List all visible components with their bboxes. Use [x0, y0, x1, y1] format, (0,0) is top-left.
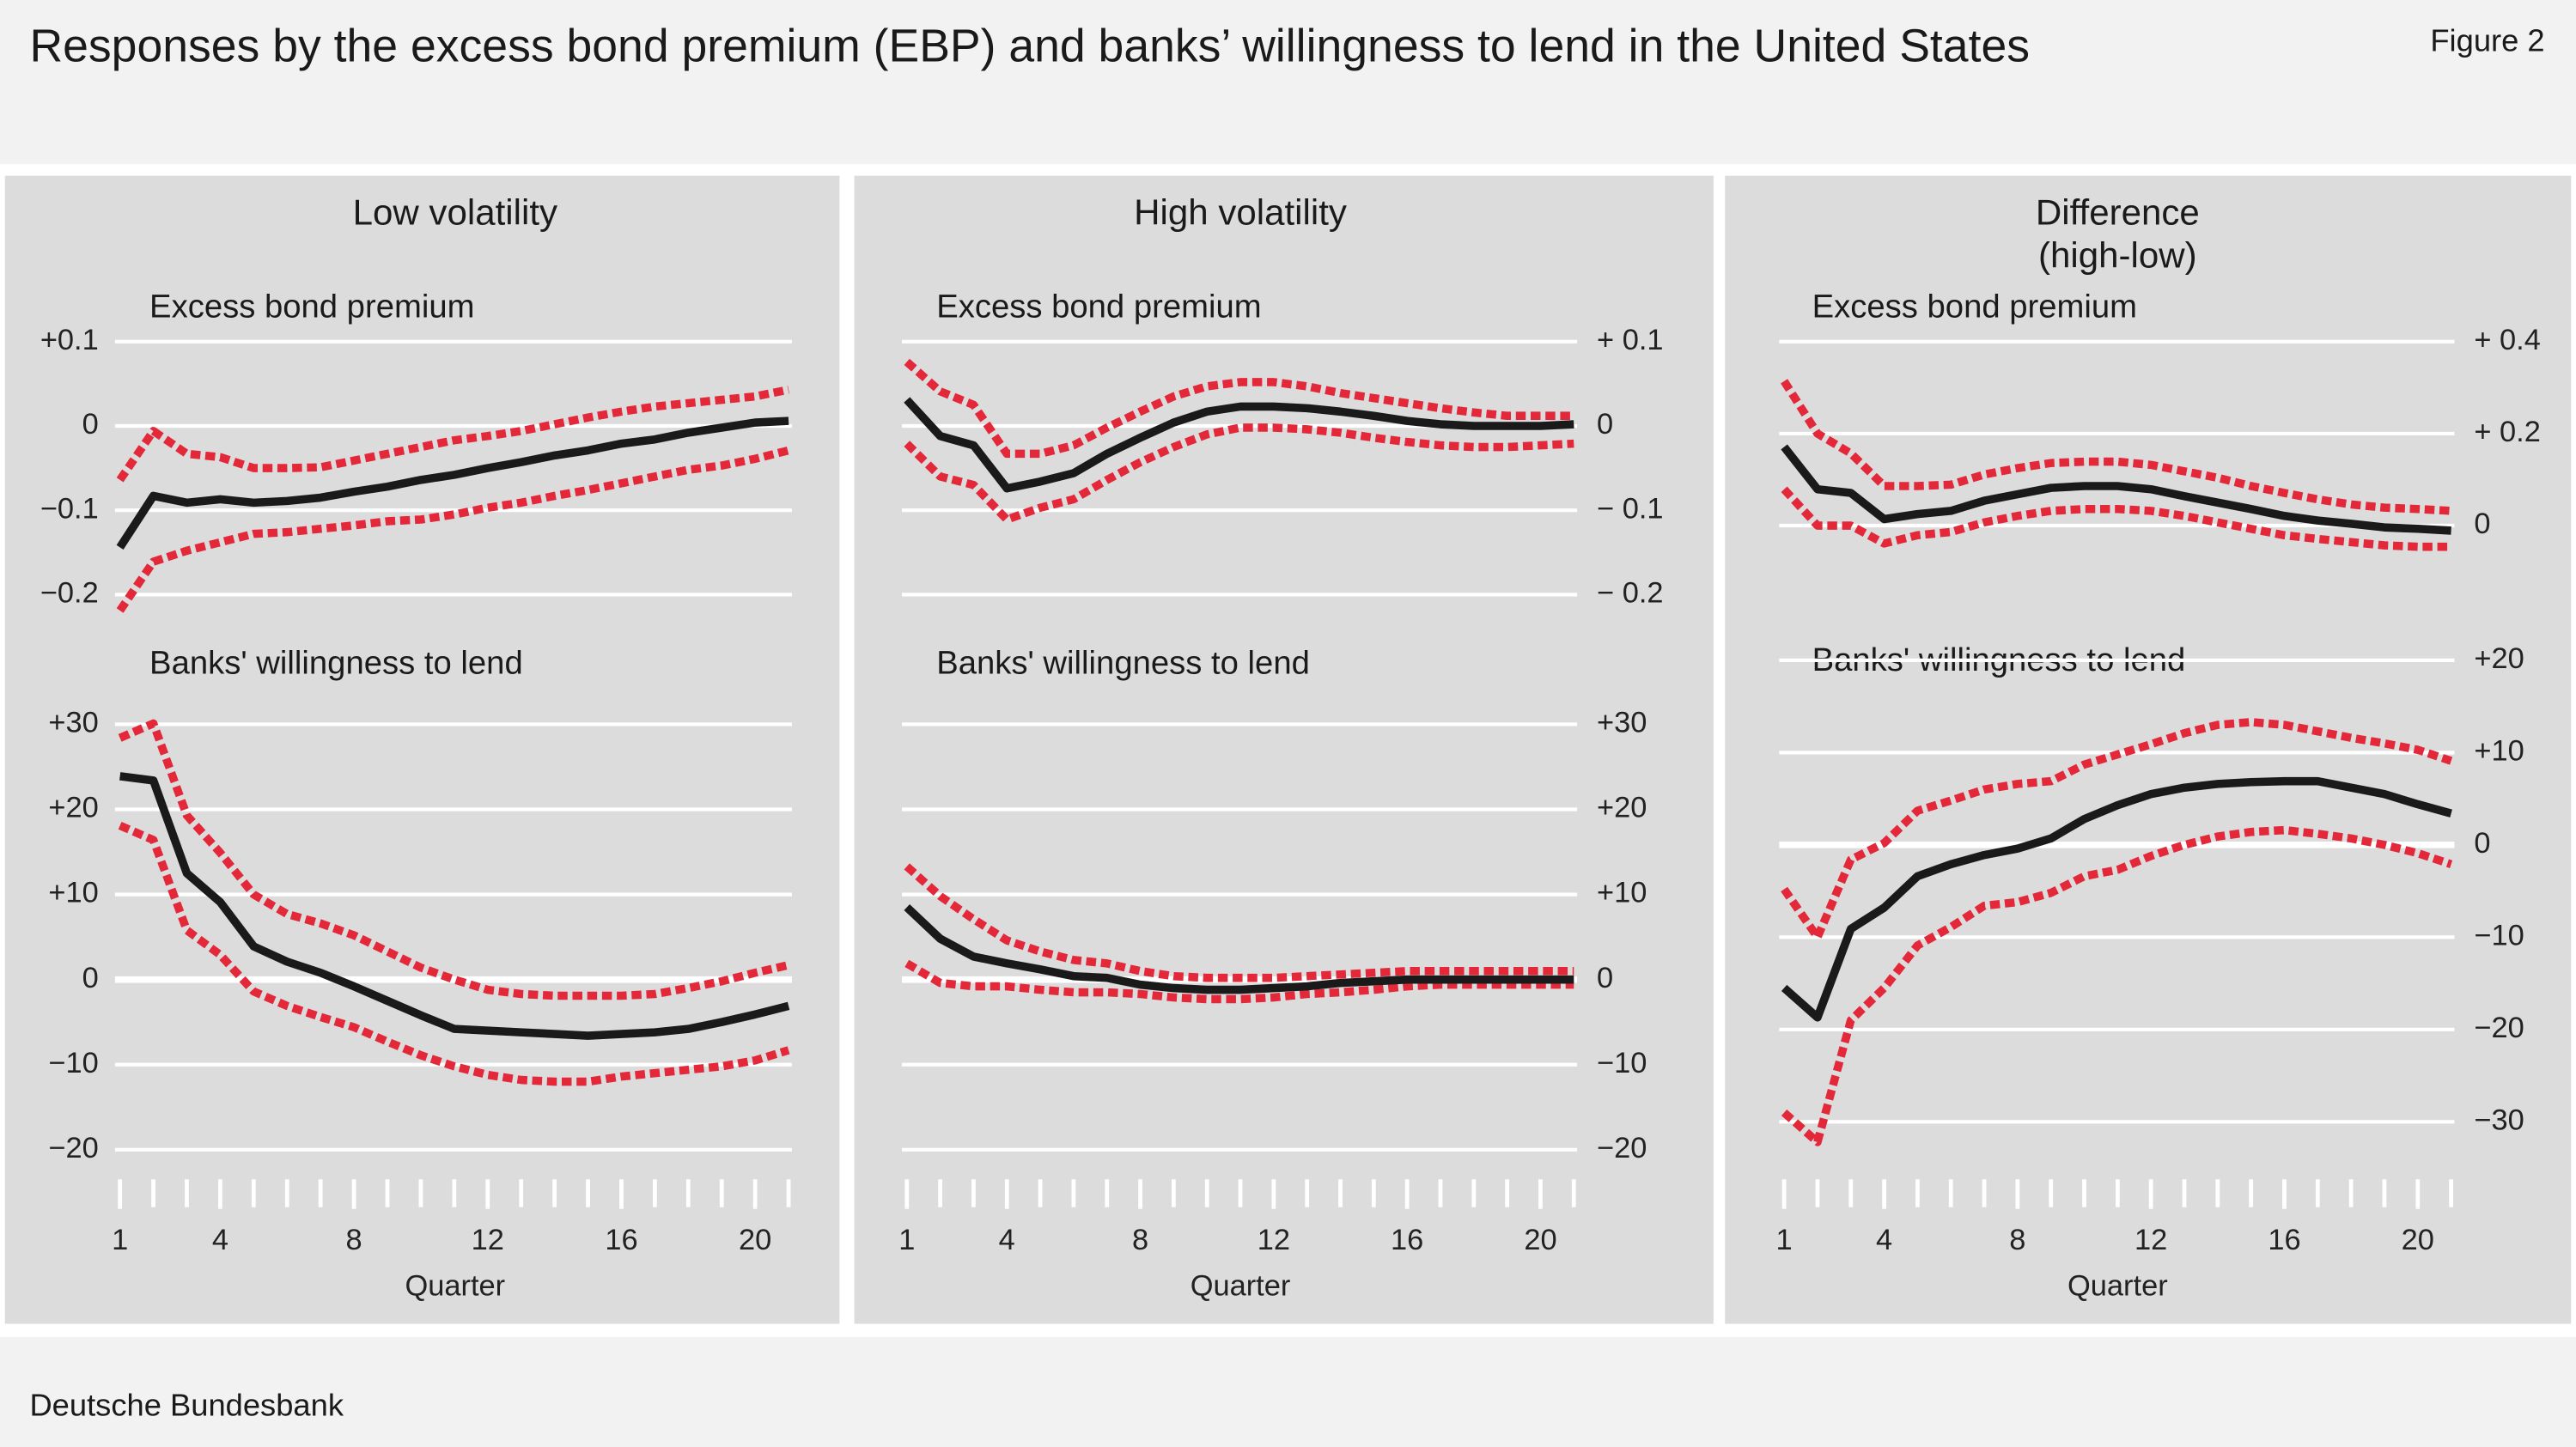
y-tick-label: +20 [1597, 792, 1647, 824]
x-axis-label: Quarter [405, 1270, 505, 1303]
confidence-band [118, 821, 790, 1086]
source: Deutsche Bundesbank [29, 1388, 344, 1423]
y-tick-label: + 0.1 [1597, 324, 1663, 356]
subtitle: Excess bond premium [936, 289, 1261, 325]
y-tick-label: −20 [48, 1132, 98, 1164]
x-tick-label: 20 [2402, 1224, 2434, 1256]
subtitle: Excess bond premium [1812, 289, 2137, 325]
y-tick-label: − 0.1 [1597, 492, 1663, 525]
x-tick-label: 20 [739, 1224, 771, 1256]
x-tick-label: 16 [1391, 1224, 1423, 1256]
y-tick-label: +10 [1597, 877, 1647, 909]
figure-title: Responses by the excess bond premium (EB… [29, 21, 2030, 72]
y-tick-label: +20 [2474, 642, 2524, 675]
x-tick-label: 8 [346, 1224, 362, 1256]
y-tick-label: 0 [2474, 827, 2490, 860]
estimate-line [116, 416, 789, 550]
confidence-band [904, 358, 1574, 459]
y-tick-label: +30 [1597, 707, 1647, 739]
y-tick-label: −10 [2474, 919, 2524, 951]
x-tick-label: 8 [1132, 1224, 1148, 1256]
x-tick-label: 12 [2134, 1224, 2167, 1256]
subtitle: Banks' willingness to lend [936, 645, 1310, 682]
y-tick-label: −10 [1597, 1047, 1647, 1079]
y-tick-label: 0 [82, 408, 99, 441]
x-axis-label: Quarter [2067, 1270, 2168, 1303]
y-tick-label: +0.1 [40, 324, 99, 356]
y-tick-label: 0 [1597, 962, 1613, 994]
confidence-band [1781, 379, 2451, 515]
confidence-band [904, 959, 1574, 1004]
confidence-band [116, 446, 790, 613]
estimate-line [1781, 776, 2452, 1022]
x-tick-label: 4 [212, 1224, 228, 1256]
panel [4, 175, 840, 1324]
x-tick-label: 16 [2268, 1224, 2300, 1256]
x-tick-label: 20 [1524, 1224, 1556, 1256]
panel [854, 175, 1714, 1324]
figure-number: Figure 2 [2430, 22, 2544, 58]
confidence-band [1781, 825, 2453, 1146]
y-tick-label: +30 [48, 707, 98, 739]
y-tick-label: 0 [82, 962, 99, 994]
x-tick-label: 4 [1876, 1224, 1892, 1256]
y-tick-label: −20 [2474, 1012, 2524, 1044]
confidence-band [118, 719, 790, 1000]
panel-title: High volatility [1134, 192, 1347, 233]
subtitle: Banks' willingness to lend [149, 645, 523, 682]
x-axis-label: Quarter [1191, 1270, 1291, 1303]
confidence-band [116, 386, 790, 483]
x-tick-label: 16 [605, 1224, 637, 1256]
y-tick-label: 0 [2474, 508, 2490, 540]
x-tick-label: 12 [1258, 1224, 1290, 1256]
panel-title: Low volatility [353, 192, 557, 233]
estimate-line [119, 772, 790, 1040]
confidence-band [904, 423, 1574, 524]
y-tick-label: −20 [1597, 1132, 1647, 1164]
x-tick-label: 1 [112, 1224, 128, 1256]
panel [1725, 175, 2572, 1324]
y-tick-label: −10 [48, 1047, 98, 1079]
estimate-line [1781, 444, 2451, 535]
y-tick-label: +10 [2474, 734, 2524, 767]
y-tick-label: +20 [48, 792, 98, 824]
y-tick-label: + 0.2 [2474, 416, 2540, 448]
y-tick-label: − 0.2 [1597, 576, 1663, 609]
y-tick-label: + 0.4 [2474, 324, 2540, 356]
confidence-band [904, 863, 1574, 982]
confidence-band [1781, 486, 2451, 551]
y-tick-label: 0 [1597, 408, 1613, 441]
x-tick-label: 1 [898, 1224, 915, 1256]
x-tick-label: 4 [999, 1224, 1015, 1256]
panel-title: Difference (high-low) [2036, 192, 2200, 276]
confidence-band [1781, 718, 2453, 942]
y-tick-label: −0.1 [40, 492, 99, 525]
x-tick-label: 12 [472, 1224, 504, 1256]
y-tick-label: −30 [2474, 1103, 2524, 1136]
subtitle: Excess bond premium [149, 289, 474, 325]
y-tick-label: −0.2 [40, 576, 99, 609]
y-tick-label: +10 [48, 877, 98, 909]
estimate-line [904, 903, 1574, 994]
estimate-line [904, 397, 1574, 493]
x-tick-label: 1 [1776, 1224, 1793, 1256]
x-tick-label: 8 [2009, 1224, 2025, 1256]
